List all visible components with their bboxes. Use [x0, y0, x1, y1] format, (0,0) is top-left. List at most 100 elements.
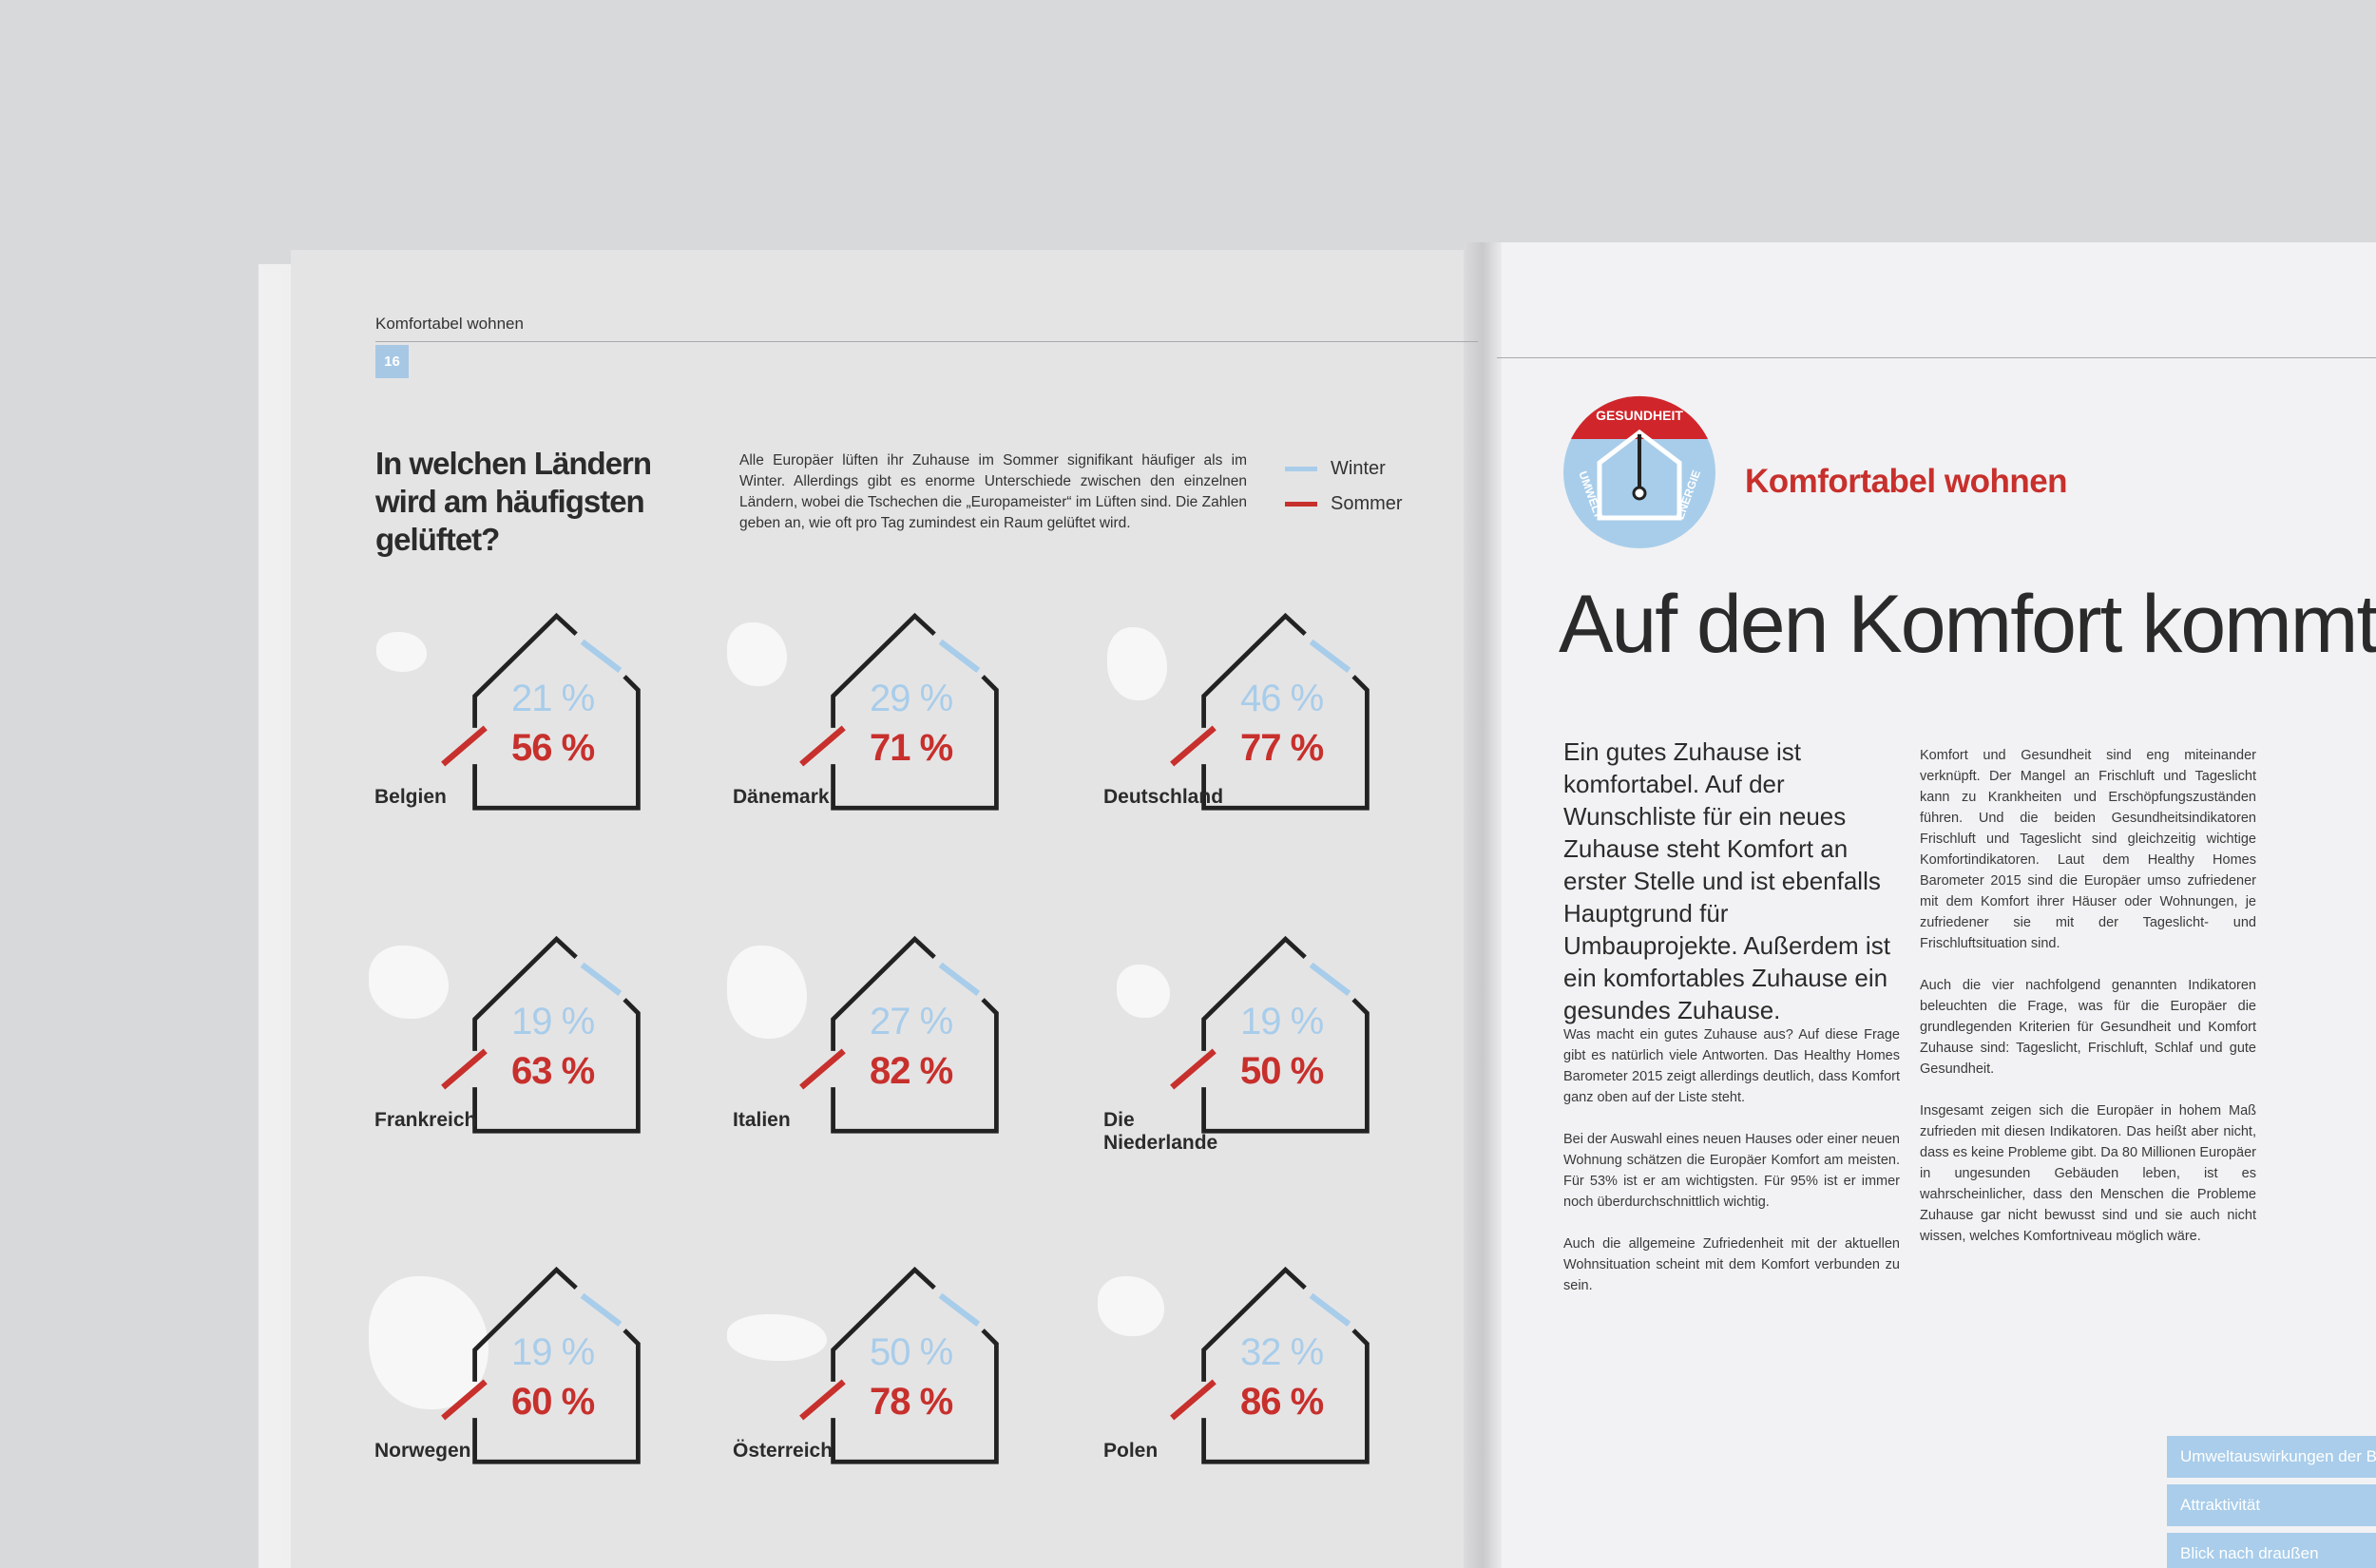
- winter-value: 21 %: [511, 678, 595, 719]
- badge-cap: [1571, 403, 1708, 439]
- house-outline: [831, 998, 999, 1134]
- country-map: [369, 1276, 489, 1409]
- body-column: Was macht ein gutes Zuhause aus? Auf die…: [1563, 1024, 1900, 1317]
- house-outline: [472, 1329, 641, 1464]
- summer-stroke: [799, 1379, 846, 1421]
- winter-value: 19 %: [511, 1001, 595, 1042]
- summer-stroke: [441, 1048, 488, 1090]
- house-icon: [1170, 612, 1370, 811]
- chart-title: In welchen Ländern wird am häufigsten ge…: [375, 446, 652, 557]
- country-name: Norwegen: [374, 1440, 471, 1462]
- country-name: Italien: [733, 1109, 791, 1131]
- legend-label: Winter: [1331, 458, 1386, 479]
- summer-value: 82 %: [870, 1050, 953, 1092]
- house-outline: [1201, 612, 1307, 728]
- house-outline: [472, 935, 578, 1051]
- winter-stroke: [1309, 962, 1351, 996]
- house-outline: [831, 1329, 999, 1464]
- badge-house: [1597, 429, 1682, 521]
- summer-stroke: [441, 725, 488, 767]
- winter-stroke: [580, 639, 623, 673]
- house-outline: [1201, 1329, 1370, 1464]
- house-outline: [1201, 1266, 1307, 1382]
- country-item: 50 % 78 % Österreich: [727, 1266, 1088, 1485]
- winter-stroke: [580, 1292, 623, 1327]
- summer-value: 71 %: [870, 727, 953, 769]
- country-map: [727, 622, 787, 686]
- header-rule: [1497, 357, 2376, 358]
- running-head: Komfortabel wohnen: [375, 315, 524, 333]
- house-outline: [831, 675, 999, 811]
- house-outline: [831, 1266, 936, 1382]
- winter-stroke: [938, 962, 981, 996]
- country-map: [727, 946, 807, 1039]
- legend: Winter Sommer: [1285, 458, 1403, 528]
- house-icon: [1170, 935, 1370, 1134]
- house-outline: [472, 998, 641, 1134]
- country-item: 21 % 56 % Belgien: [369, 612, 730, 832]
- summer-value: 50 %: [1240, 1050, 1324, 1092]
- country-name: Dänemark: [733, 786, 830, 808]
- winter-value: 32 %: [1240, 1331, 1324, 1373]
- house-outline: [1201, 998, 1370, 1134]
- country-name: Die Niederlande: [1103, 1109, 1218, 1154]
- summer-stroke: [441, 1379, 488, 1421]
- badge-label: GESUNDHEIT: [1596, 408, 1683, 423]
- legend-label: Sommer: [1331, 493, 1403, 514]
- winter-stroke: [938, 1292, 981, 1327]
- house-icon: [441, 1266, 641, 1464]
- country-item: 32 % 86 % Polen: [1098, 1266, 1459, 1485]
- winter-value: 19 %: [1240, 1001, 1324, 1042]
- winter-stroke: [580, 962, 623, 996]
- intro-text: Alle Europäer lüften ihr Zuhause im Somm…: [739, 452, 1247, 531]
- paragraph: Auch die vier nachfolgend genannten Indi…: [1920, 978, 2256, 1077]
- summer-stroke: [1170, 1048, 1217, 1090]
- lead-text: Ein gutes Zuhause ist komfortabel. Auf d…: [1563, 737, 1890, 1024]
- winter-value: 46 %: [1240, 678, 1324, 719]
- house-outline: [831, 935, 936, 1051]
- country-item: 19 % 50 % Die Niederlande: [1098, 935, 1459, 1155]
- country-map: [369, 946, 449, 1019]
- house-outline: [472, 1266, 578, 1382]
- summer-value: 78 %: [870, 1381, 953, 1423]
- summer-stroke: [799, 1048, 846, 1090]
- country-name: Österreich: [733, 1440, 834, 1462]
- paragraph: Was macht ein gutes Zuhause aus? Auf die…: [1563, 1027, 1900, 1105]
- page-number: 16: [375, 345, 409, 378]
- winter-value: 27 %: [870, 1001, 953, 1042]
- country-name: Frankreich: [374, 1109, 477, 1131]
- country-item: 29 % 71 % Dänemark: [727, 612, 1088, 832]
- country-map: [727, 1314, 827, 1361]
- side-tab: Attraktivität: [2167, 1484, 2376, 1526]
- country-name: Belgien: [374, 786, 447, 808]
- house-outline: [1201, 935, 1307, 1051]
- country-map: [1117, 965, 1170, 1018]
- side-tab: Blick nach draußen: [2167, 1533, 2376, 1568]
- house-icon: [441, 935, 641, 1134]
- legend-swatch: [1285, 502, 1317, 507]
- body-column: Komfort und Gesundheit sind eng miteinan…: [1920, 745, 2256, 1268]
- house-icon: [799, 935, 999, 1134]
- country-map: [1107, 627, 1167, 700]
- summer-value: 56 %: [511, 727, 595, 769]
- winter-stroke: [938, 639, 981, 673]
- legend-swatch: [1285, 467, 1317, 471]
- summer-stroke: [1170, 725, 1217, 767]
- country-item: 46 % 77 % Deutschland: [1098, 612, 1459, 832]
- paragraph: Auch die allgemeine Zufriedenheit mit de…: [1563, 1236, 1900, 1293]
- legend-item: Winter: [1285, 458, 1403, 480]
- page-edge: [259, 264, 297, 1568]
- house-icon: [1170, 1266, 1370, 1464]
- winter-value: 50 %: [870, 1331, 953, 1373]
- house-icon: [799, 1266, 999, 1464]
- header-rule: [375, 341, 1478, 342]
- side-tab: Umweltauswirkungen der Ba: [2167, 1436, 2376, 1478]
- summer-stroke: [799, 725, 846, 767]
- house-outline: [472, 675, 641, 811]
- country-name: Deutschland: [1103, 786, 1224, 808]
- house-outline: [831, 612, 936, 728]
- winter-stroke: [1309, 639, 1351, 673]
- country-name: Polen: [1103, 1440, 1159, 1462]
- summer-value: 63 %: [511, 1050, 595, 1092]
